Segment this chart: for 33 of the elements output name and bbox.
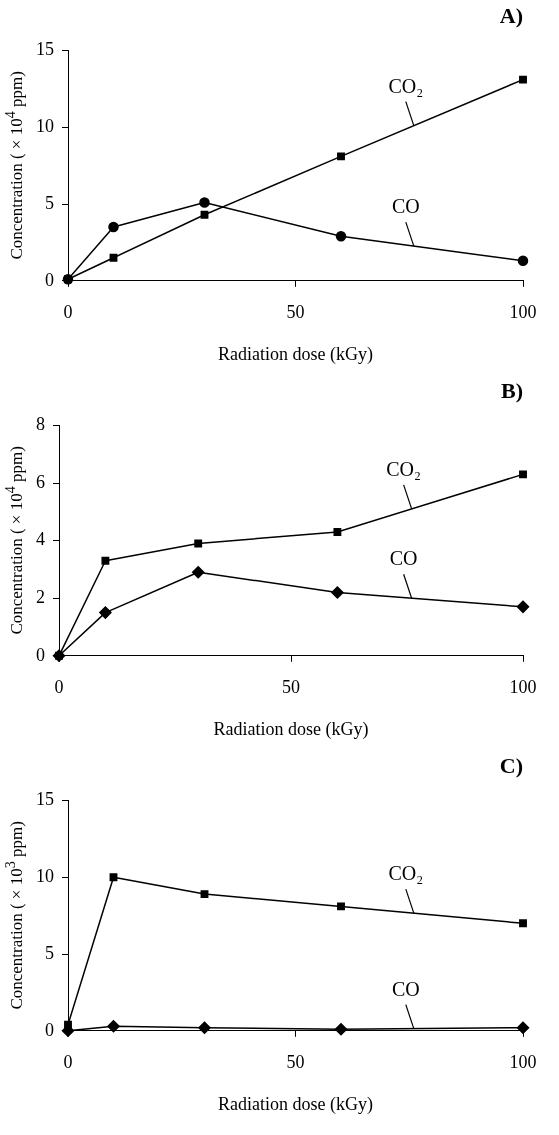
y-tick-label: 0 [36, 644, 45, 665]
y-tick-label: 0 [45, 1019, 54, 1040]
y-tick-label: 10 [36, 115, 54, 136]
x-axis-title: Radiation dose (kGy) [218, 1093, 373, 1115]
x-axis-title: Radiation dose (kGy) [213, 718, 369, 740]
x-tick-label: 50 [282, 677, 300, 698]
x-tick-label: 50 [286, 302, 305, 323]
y-tick-label: 2 [36, 586, 45, 607]
y-tick-label: 0 [45, 269, 54, 290]
x-tick-label: 0 [63, 1052, 73, 1073]
series-label: CO [389, 547, 418, 570]
series-label: CO [391, 977, 420, 1000]
x-tick-label: 0 [63, 302, 73, 323]
y-tick-label: 5 [45, 942, 54, 963]
y-tick-label: 8 [36, 414, 45, 435]
chart-title: B) [501, 377, 523, 403]
series-label: CO₂ [386, 458, 422, 481]
y-tick-label: 6 [36, 471, 45, 492]
chart-title: C) [499, 752, 523, 778]
series-label: CO₂ [388, 74, 424, 97]
x-tick-label: 100 [509, 1052, 537, 1073]
x-tick-label: 100 [509, 302, 537, 323]
y-tick-label: 5 [45, 192, 54, 213]
series-label: CO₂ [388, 862, 424, 885]
x-axis-title: Radiation dose (kGy) [218, 343, 373, 365]
x-tick-label: 100 [509, 677, 537, 698]
chart-title: A) [499, 2, 523, 28]
y-tick-label: 10 [36, 865, 54, 886]
y-tick-label: 15 [36, 39, 54, 60]
x-tick-label: 50 [286, 1052, 305, 1073]
y-tick-label: 15 [36, 789, 54, 810]
y-tick-label: 4 [36, 529, 45, 550]
series-label: CO [391, 195, 420, 218]
